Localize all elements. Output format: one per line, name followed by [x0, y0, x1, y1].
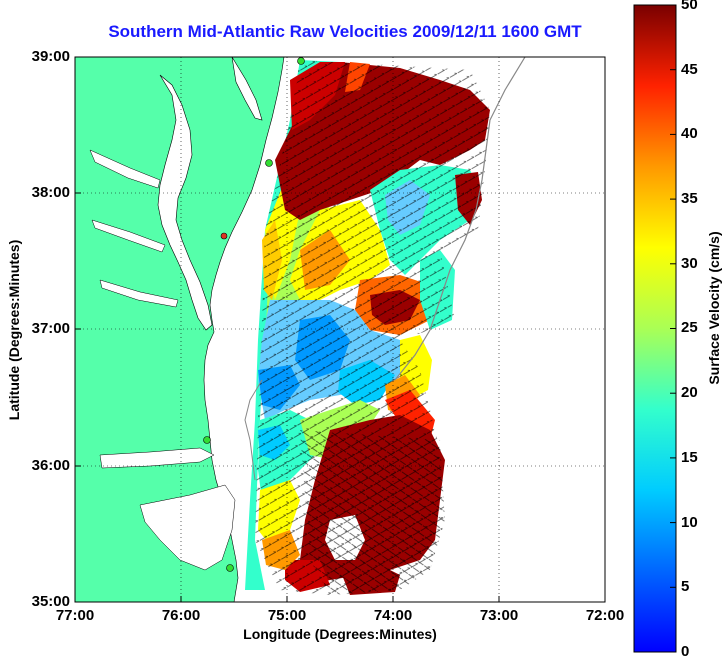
colorbar-tick-label: 10 — [681, 514, 698, 531]
shelf-contour — [394, 57, 526, 381]
pamlico-sound — [139, 484, 236, 571]
y-tick-label: 36:00 — [31, 457, 70, 474]
station-marker — [220, 232, 228, 240]
grid-lines — [75, 57, 605, 602]
x-tick-label: 77:00 — [55, 607, 95, 624]
colorbar-tick-label: 45 — [681, 61, 698, 78]
x-tick-label: 76:00 — [161, 607, 201, 624]
shelf-contour — [244, 379, 263, 481]
station-marker — [226, 564, 234, 572]
y-tick-label: 35:00 — [31, 593, 70, 610]
y-tick-label: 37:00 — [31, 320, 70, 337]
x-tick-label: 74:00 — [373, 607, 413, 624]
x-axis-label: Longitude (Degrees:Minutes) — [243, 626, 437, 642]
albemarle-sound — [99, 447, 215, 469]
velocity-vectors — [255, 60, 490, 595]
chart-title: Southern Mid-Atlantic Raw Velocities 200… — [108, 22, 582, 41]
colorbar-tick-label: 25 — [681, 319, 698, 336]
tidal-river — [99, 279, 179, 308]
colorbar-tick-label: 30 — [681, 255, 698, 272]
colorbar — [633, 4, 677, 653]
station-marker — [297, 57, 305, 65]
station-marker — [203, 436, 211, 444]
x-tick-label: 75:00 — [267, 607, 307, 624]
colorbar-tick-label: 0 — [681, 643, 690, 660]
colorbar-tick-label: 15 — [681, 449, 698, 466]
chesapeake-bay — [157, 74, 213, 331]
y-tick-label: 39:00 — [31, 48, 70, 65]
colorbar-tick-label: 40 — [681, 125, 698, 142]
delaware-bay — [231, 57, 263, 121]
axis-ticks — [74, 56, 606, 603]
colorbar-ticks — [670, 4, 676, 588]
colorbar-tick-label: 5 — [681, 578, 690, 595]
x-tick-label: 73:00 — [479, 607, 519, 624]
x-tick-label: 72:00 — [585, 607, 625, 624]
colorbar-tick-label: 20 — [681, 384, 698, 401]
station-marker — [265, 159, 273, 167]
tidal-river — [89, 149, 161, 189]
y-tick-label: 38:00 — [31, 184, 70, 201]
colorbar-tick-label: 50 — [681, 0, 698, 13]
colorbar-tick-label: 35 — [681, 190, 698, 207]
tidal-river — [91, 219, 166, 253]
